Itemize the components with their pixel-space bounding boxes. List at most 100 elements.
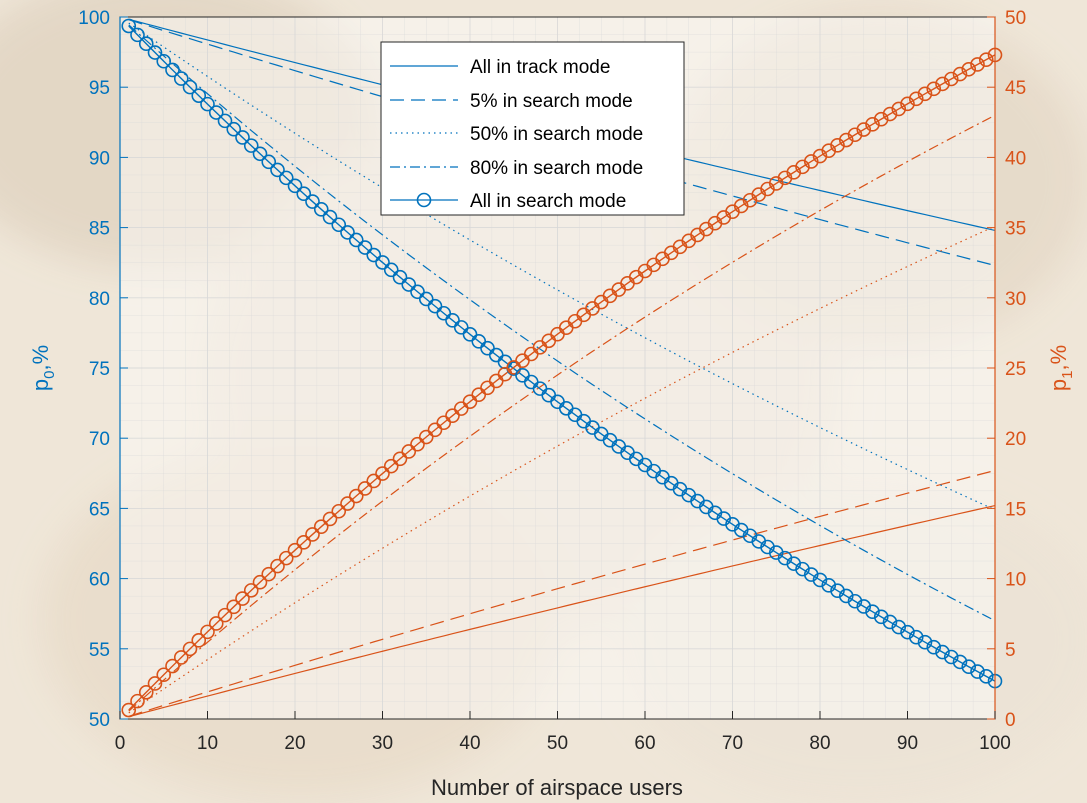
right-axis-label-suffix: ,% (1046, 345, 1071, 371)
p0-marker (943, 649, 959, 665)
p0-marker (278, 170, 294, 186)
x-tick-label: 20 (284, 733, 305, 754)
p1-marker (943, 71, 959, 87)
p0-marker (375, 255, 390, 270)
p1-marker (383, 458, 399, 474)
x-tick-label: 10 (197, 733, 218, 754)
p0-marker (147, 45, 163, 60)
left-axis-label-suffix: ,% (28, 345, 53, 371)
p0-marker (165, 62, 180, 78)
y-left-tick-label: 50 (89, 710, 110, 731)
p1-marker (287, 542, 303, 558)
p1-marker (331, 503, 347, 519)
x-tick-label: 30 (372, 733, 393, 754)
p1-marker (226, 599, 242, 615)
p0-marker (436, 305, 452, 321)
y-left-tick-label: 60 (89, 570, 110, 591)
p1-marker (182, 641, 198, 657)
p1-marker (961, 61, 977, 77)
series-p1-line-0 (128, 505, 996, 718)
p0-marker (340, 225, 355, 240)
p0-marker (908, 629, 924, 645)
p0-marker (156, 53, 172, 69)
p0-marker (410, 284, 425, 300)
right-axis-label: p1,% (1046, 345, 1076, 391)
p1-marker (243, 583, 259, 598)
p0-marker (208, 105, 224, 120)
p0-marker (935, 644, 950, 660)
p0-marker (331, 217, 347, 233)
p0-marker (348, 232, 364, 248)
y-left-tick-label: 95 (89, 78, 110, 99)
p1-marker (348, 488, 364, 504)
p0-marker (427, 298, 443, 314)
p0-marker (952, 654, 968, 670)
y-right-tick-label: 30 (1005, 289, 1026, 310)
p1-marker (322, 511, 338, 527)
p0-marker (401, 277, 417, 292)
x-tick-label: 0 (115, 733, 126, 754)
legend-label-80pct: 80% in search mode (470, 158, 643, 179)
legend-box (380, 41, 685, 216)
p0-marker (252, 146, 268, 162)
legend-label-search: All in search mode (470, 191, 626, 212)
p1-marker (418, 429, 434, 445)
p0-marker (882, 614, 898, 630)
p0-marker (970, 664, 985, 679)
p0-marker (891, 619, 907, 635)
p0-marker (121, 18, 137, 34)
p0-marker (138, 36, 154, 52)
p1-marker (357, 481, 373, 496)
p0-marker (235, 130, 250, 145)
p1-marker (847, 127, 863, 143)
legend-label-50pct: 50% in search mode (470, 124, 643, 145)
series-layer (121, 18, 1003, 718)
y-right-tick-label: 45 (1005, 78, 1026, 99)
p1-marker (366, 473, 382, 489)
p0-marker (961, 659, 977, 675)
p0-marker (217, 113, 233, 129)
p1-marker (191, 633, 207, 648)
p0-marker (200, 96, 215, 112)
x-tick-label: 50 (547, 733, 568, 754)
x-tick-label: 70 (722, 733, 743, 754)
p1-marker (445, 408, 460, 423)
p0-marker (917, 634, 933, 650)
y-right-tick-label: 0 (1005, 710, 1016, 731)
y-left-tick-label: 80 (89, 289, 110, 310)
y-left-tick-label: 65 (89, 499, 110, 520)
p1-marker (138, 684, 154, 700)
y-left-tick-label: 55 (89, 640, 110, 661)
p0-marker (305, 194, 320, 209)
p1-marker (935, 76, 950, 92)
p1-marker (147, 676, 163, 691)
p0-marker (445, 313, 460, 328)
p0-marker (978, 669, 994, 684)
p1-marker (882, 106, 898, 122)
p1-marker (427, 422, 443, 438)
p0-marker (173, 71, 189, 86)
p1-marker (261, 566, 277, 582)
left-axis-label: p0,% (28, 345, 58, 391)
p0-marker (287, 178, 303, 194)
y-left-tick-label: 75 (89, 359, 110, 380)
p0-marker (392, 269, 408, 285)
y-right-tick-label: 35 (1005, 219, 1026, 240)
legend-marker-search (416, 192, 432, 208)
p1-marker (278, 550, 294, 566)
p0-marker (313, 202, 329, 217)
y-left-tick-label: 90 (89, 148, 110, 169)
right-axis-label-base: p (1046, 379, 1071, 391)
x-tick-label: 40 (459, 733, 480, 754)
p1-marker (235, 591, 250, 606)
p0-marker (383, 262, 399, 278)
p1-marker (392, 451, 408, 467)
ticks: 0 10 20 30 40 50 60 70 80 90 100505560657075808590… (78, 8, 1026, 754)
p0-marker (847, 593, 863, 609)
p0-marker (130, 27, 145, 43)
x-tick-label: 100 (979, 733, 1011, 754)
p0-marker (322, 209, 338, 225)
p0-marker (926, 639, 942, 655)
p1-marker (917, 86, 933, 102)
